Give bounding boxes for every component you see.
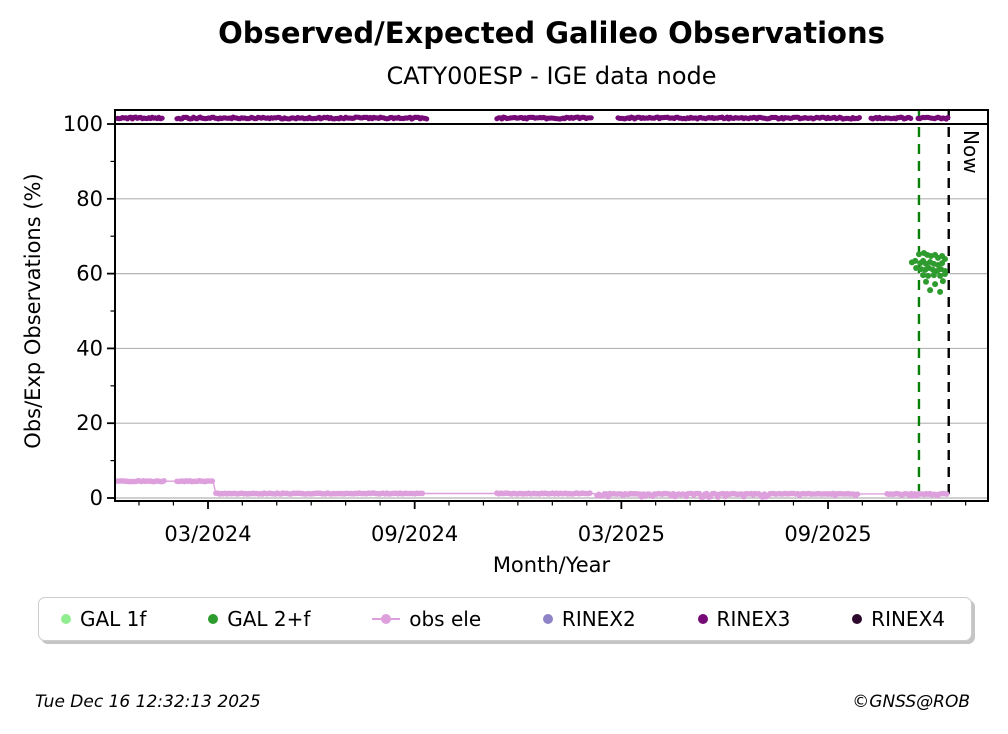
x-tick-label: 03/2025 <box>578 522 665 546</box>
legend-item-rinex4: RINEX4 <box>852 609 945 629</box>
legend-item-obs-ele: obs ele <box>372 609 481 629</box>
y-tick-label: 100 <box>63 112 103 136</box>
series-gal-2-f <box>908 250 948 295</box>
rinex3-marker-icon <box>697 614 708 624</box>
y-tick-label: 0 <box>90 486 103 510</box>
chart-subtitle: CATY00ESP - IGE data node <box>386 62 717 90</box>
chart-plot: 03/2024 09/2024 03/2025 09/2025 0 20 40 60 80 100 <box>63 109 989 546</box>
rinex2-marker-icon <box>542 614 553 624</box>
legend-label: RINEX3 <box>716 607 791 631</box>
legend-label: RINEX4 <box>871 607 945 631</box>
y-tick-label: 20 <box>76 411 103 435</box>
legend-item-gal-2-f: GAL 2+f <box>208 609 310 629</box>
gal-1f-marker-icon <box>61 614 71 624</box>
legend-item-rinex2: RINEX2 <box>542 607 636 631</box>
legend: GAL 1f GAL 2+f obs ele RINEX2 RINEX3 RINEX4 <box>38 597 972 641</box>
x-axis-label: Month/Year <box>492 553 611 577</box>
plot-frame <box>114 109 989 502</box>
page-title: Observed/Expected Galileo Observations <box>218 16 885 50</box>
gal-2-f-marker-icon <box>208 614 219 624</box>
legend-label: GAL 1f <box>80 607 147 631</box>
x-tick-label: 03/2024 <box>164 522 251 546</box>
series-rinex3 <box>114 114 951 122</box>
now-annotation: Now <box>959 130 983 174</box>
x-tick-label: 09/2025 <box>784 522 871 546</box>
gridlines <box>115 198 988 499</box>
y-tick-label: 60 <box>76 262 103 286</box>
legend-label: RINEX2 <box>561 607 636 631</box>
y-tick-label: 80 <box>76 187 103 211</box>
copyright-credit: ©GNSS@ROB <box>852 692 970 712</box>
legend-item-gal-1f: GAL 1f <box>61 609 146 629</box>
series-obs-ele <box>114 477 950 501</box>
axis-ticks: 03/2024 09/2024 03/2025 09/2025 0 20 40 60 80 100 <box>63 112 967 546</box>
legend-label: obs ele <box>409 607 482 631</box>
legend-item-rinex3: RINEX3 <box>697 607 791 631</box>
obs-ele-marker-icon <box>372 614 401 624</box>
x-tick-label: 09/2024 <box>371 522 458 546</box>
rinex4-marker-icon <box>852 614 863 624</box>
legend-label: GAL 2+f <box>227 607 311 631</box>
plot-timestamp: Tue Dec 16 12:32:13 2025 <box>35 692 261 712</box>
y-tick-label: 40 <box>76 336 103 360</box>
